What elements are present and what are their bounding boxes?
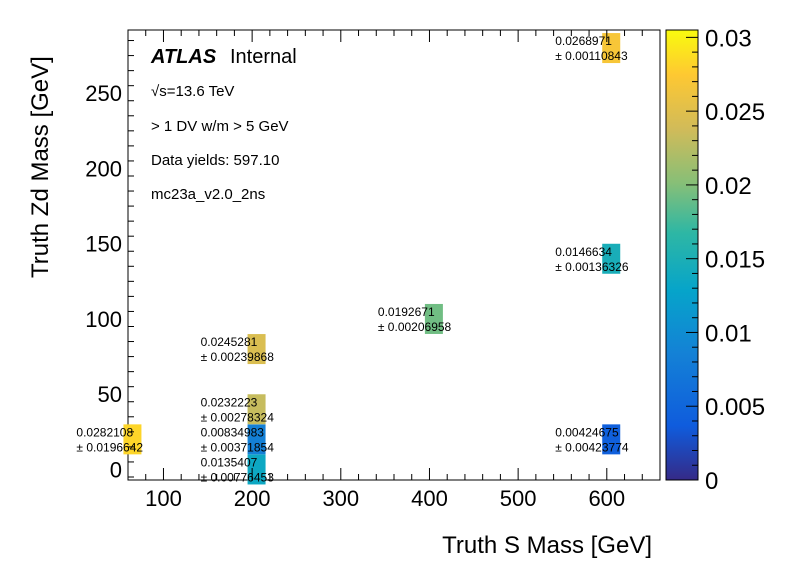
y-tick-label: 200 [85, 156, 122, 181]
heatmap-cell [247, 424, 266, 455]
cell-value-label: 0.0232223 [201, 395, 258, 409]
colorbar-tick-label: 0.005 [705, 394, 765, 421]
y-tick-label: 0 [110, 457, 122, 482]
cell-error-label: ± 0.00423774 [555, 440, 629, 454]
heatmap-cell [602, 424, 621, 455]
colorbar-tick-label: 0 [705, 468, 718, 495]
colorbar [666, 30, 698, 480]
colorbar-axis: 0 0.005 0.01 0.015 0.02 0.025 0.03 [686, 25, 765, 495]
cell-error-label: ± 0.00136326 [555, 260, 629, 274]
cell-value-label: 0.0245281 [201, 335, 258, 349]
cell-error-label: ± 0.00371854 [201, 440, 275, 454]
y-axis-title: Truth Zd Mass [GeV] [27, 56, 54, 278]
y-tick-label: 150 [85, 232, 122, 257]
cell-value-label: 0.0192671 [378, 305, 435, 319]
y-axis: 0 50 100 150 200 250 [85, 40, 134, 482]
x-tick-label: 100 [145, 486, 182, 511]
x-tick-label: 200 [234, 486, 271, 511]
x-axis: 100 200 300 400 500 600 [127, 30, 661, 511]
y-tick-label: 50 [98, 382, 122, 407]
cell-error-label: ± 0.00278324 [201, 410, 275, 424]
cell-error-label: ± 0.00206958 [378, 320, 452, 334]
cell-value-label: 0.0135407 [201, 455, 258, 469]
cell-error-label: ± 0.0196642 [76, 440, 143, 454]
cell-error-label: ± 0.00110843 [555, 49, 628, 63]
colorbar-frame [665, 29, 699, 481]
cells-layer: 0.0282108± 0.0196642 0.0135407± 0.0077645… [76, 33, 629, 485]
y-tick-label: 100 [85, 307, 122, 332]
x-axis-title: Truth S Mass [GeV] [442, 532, 652, 559]
cell-value-label: 0.0146634 [555, 245, 612, 259]
x-tick-label: 300 [322, 486, 359, 511]
cell-value-label: 0.0268971 [555, 34, 612, 48]
colorbar-tick-label: 0.025 [705, 99, 765, 126]
energy-label: √s=13.6 TeV [151, 83, 234, 100]
yields-label: Data yields: 597.10 [151, 152, 279, 169]
y-tick-label: 250 [85, 81, 122, 106]
colorbar-tick-label: 0.02 [705, 173, 752, 200]
atlas-label: ATLAS [150, 46, 217, 68]
cell-value-label: 0.00834983 [201, 425, 265, 439]
x-tick-label: 500 [500, 486, 537, 511]
heatmap-cell [424, 303, 443, 334]
cell-value-label: 0.00424675 [555, 425, 619, 439]
selection-label: > 1 DV w/m > 5 GeV [151, 118, 289, 135]
cell-value-label: 0.0282108 [76, 425, 133, 439]
cell-error-label: ± 0.00776453 [201, 470, 275, 484]
x-tick-label: 400 [411, 486, 448, 511]
colorbar-tick-label: 0.015 [705, 247, 765, 274]
colorbar-tick-label: 0.03 [705, 25, 752, 52]
heatmap-cell [602, 243, 621, 274]
x-tick-label: 600 [588, 486, 625, 511]
heatmap-cell [247, 394, 266, 425]
heatmap-cell [247, 334, 266, 365]
sample-label: mc23a_v2.0_2ns [151, 186, 265, 203]
heatmap-cell [123, 424, 142, 455]
cell-error-label: ± 0.00239868 [201, 350, 275, 364]
internal-label: Internal [230, 46, 297, 68]
colorbar-tick-label: 0.01 [705, 320, 752, 347]
